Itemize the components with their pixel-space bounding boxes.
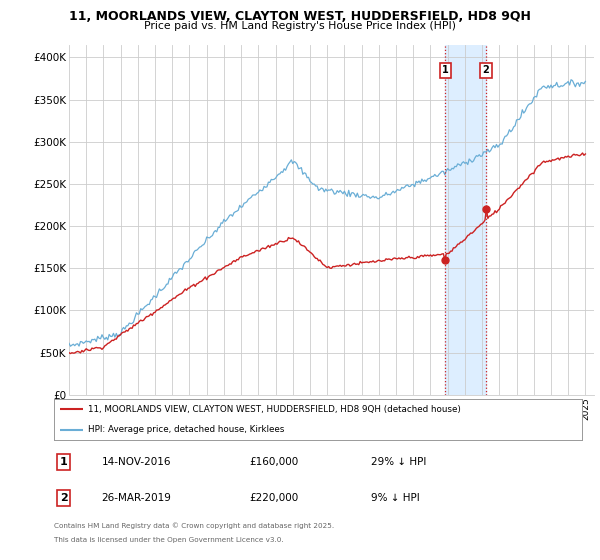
Text: 29% ↓ HPI: 29% ↓ HPI <box>371 457 426 466</box>
Bar <box>445 45 486 395</box>
Text: Contains HM Land Registry data © Crown copyright and database right 2025.: Contains HM Land Registry data © Crown c… <box>54 522 334 529</box>
Text: 1: 1 <box>442 65 449 75</box>
Text: Price paid vs. HM Land Registry's House Price Index (HPI): Price paid vs. HM Land Registry's House … <box>144 21 456 31</box>
Text: 9% ↓ HPI: 9% ↓ HPI <box>371 493 419 503</box>
Text: This data is licensed under the Open Government Licence v3.0.: This data is licensed under the Open Gov… <box>54 537 284 543</box>
Text: 2: 2 <box>59 493 67 503</box>
Text: 11, MOORLANDS VIEW, CLAYTON WEST, HUDDERSFIELD, HD8 9QH (detached house): 11, MOORLANDS VIEW, CLAYTON WEST, HUDDER… <box>88 405 461 414</box>
Text: £160,000: £160,000 <box>250 457 299 466</box>
Text: 2: 2 <box>482 65 490 75</box>
Text: 1: 1 <box>59 457 67 466</box>
Text: 11, MOORLANDS VIEW, CLAYTON WEST, HUDDERSFIELD, HD8 9QH: 11, MOORLANDS VIEW, CLAYTON WEST, HUDDER… <box>69 10 531 23</box>
Text: £220,000: £220,000 <box>250 493 299 503</box>
Text: 14-NOV-2016: 14-NOV-2016 <box>101 457 171 466</box>
Text: 26-MAR-2019: 26-MAR-2019 <box>101 493 172 503</box>
Text: HPI: Average price, detached house, Kirklees: HPI: Average price, detached house, Kirk… <box>88 425 284 434</box>
